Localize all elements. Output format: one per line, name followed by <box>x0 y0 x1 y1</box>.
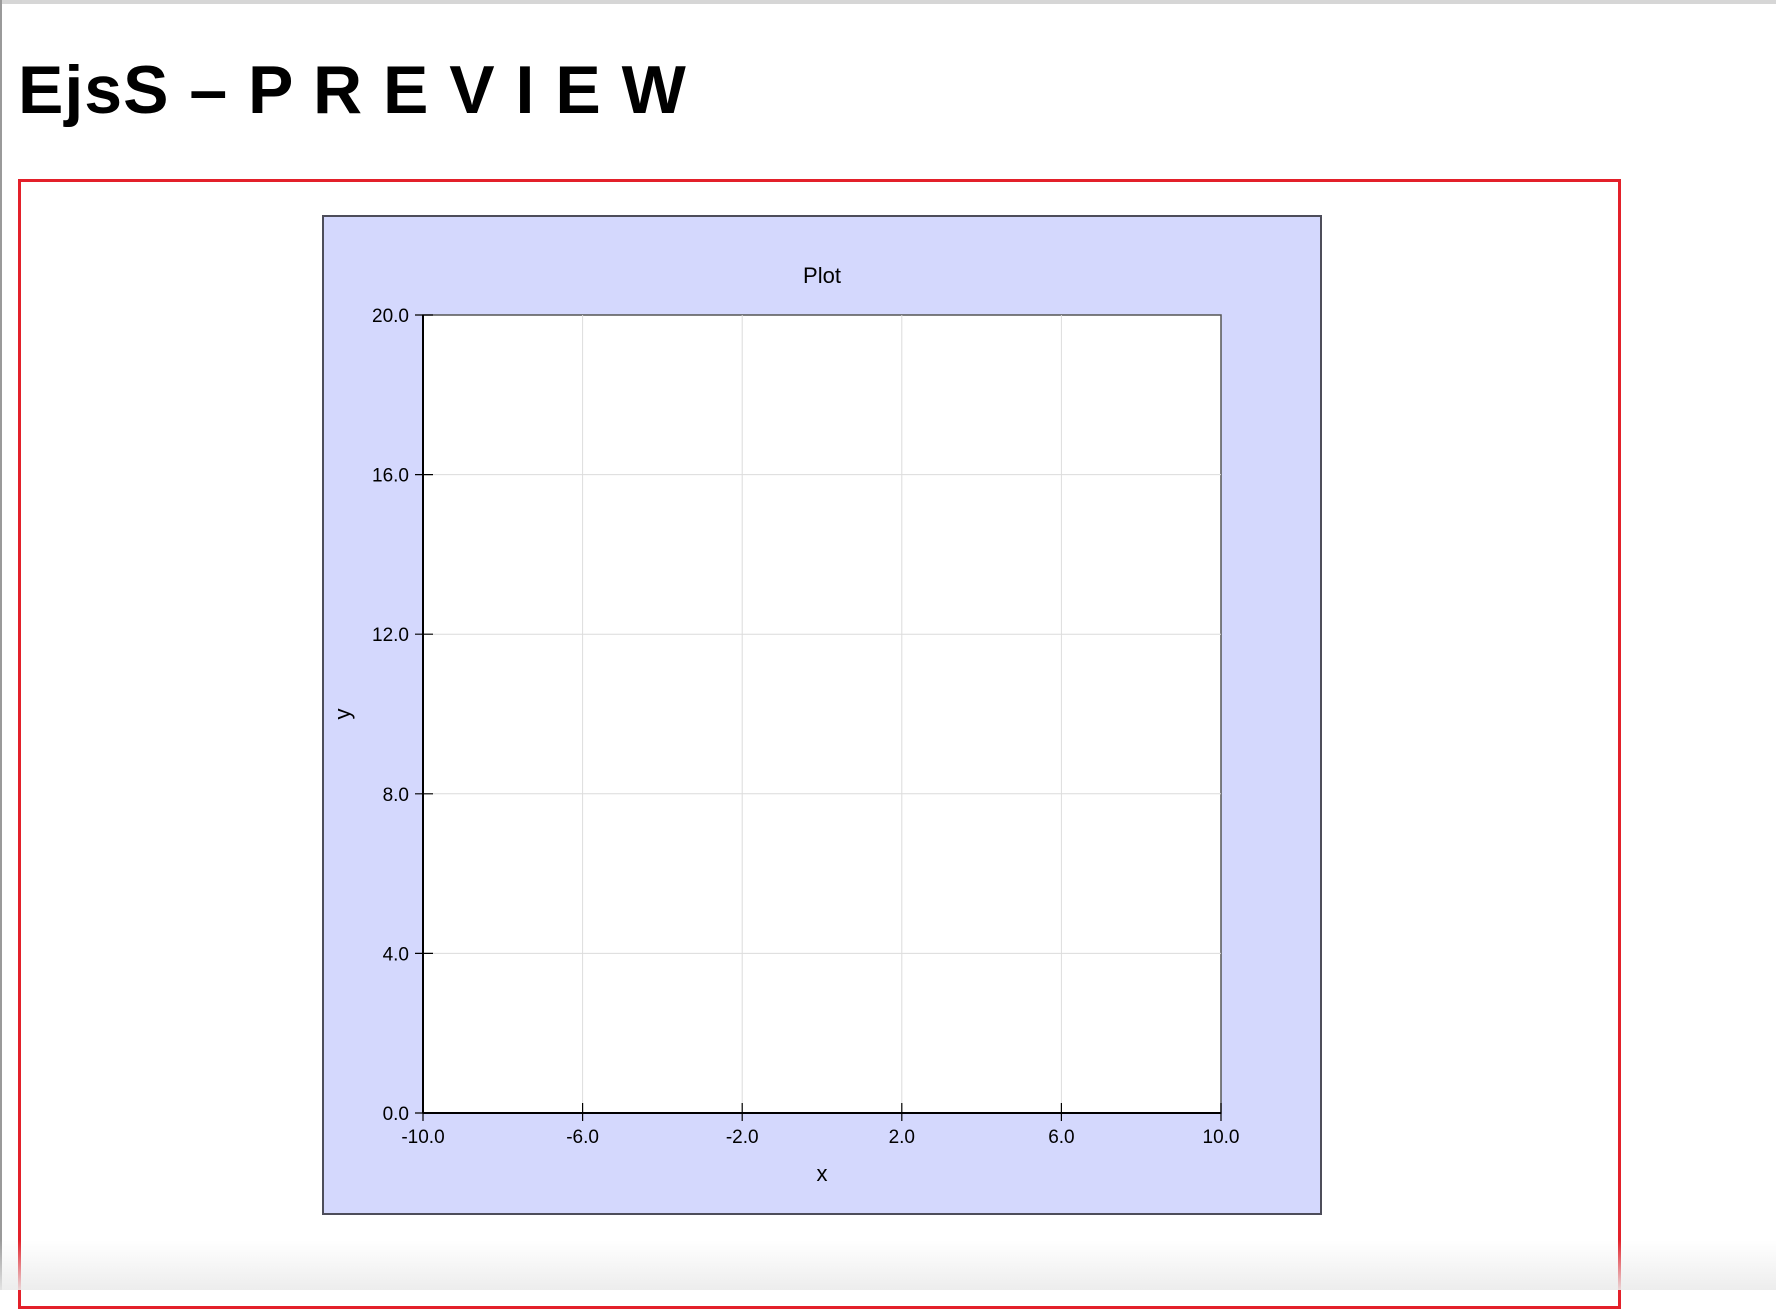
window-top-edge <box>0 0 1776 4</box>
x-tick-label: -10.0 <box>401 1127 444 1148</box>
axes <box>415 314 1222 1121</box>
y-tick-label: 8.0 <box>383 785 409 806</box>
y-tick-label: 12.0 <box>372 625 409 646</box>
y-tick-label: 0.0 <box>383 1104 409 1125</box>
tick-labels: -10.0 -6.0 -2.0 2.0 6.0 10.0 0.0 4.0 8.0 12.0 16.0… <box>372 306 1239 1148</box>
x-axis-label: x <box>817 1161 828 1186</box>
y-axis-label: y <box>330 709 355 720</box>
x-tick-label: -2.0 <box>726 1127 759 1148</box>
x-tick-label: -6.0 <box>566 1127 599 1148</box>
plot-svg[interactable]: -10.0 -6.0 -2.0 2.0 6.0 10.0 0.0 4.0 8.0 12.0 16.0… <box>324 217 1320 1213</box>
chart-title: Plot <box>803 263 841 288</box>
x-tick-label: 6.0 <box>1048 1127 1074 1148</box>
x-tick-label: 2.0 <box>889 1127 915 1148</box>
y-tick-label: 16.0 <box>372 466 409 487</box>
plot-area[interactable] <box>422 314 1222 1114</box>
y-tick-label: 4.0 <box>383 944 409 965</box>
y-tick-label: 20.0 <box>372 306 409 327</box>
window-left-edge <box>0 0 2 1290</box>
page-title: EjsS – P R E V I E W <box>18 52 687 128</box>
x-tick-label: 10.0 <box>1203 1127 1240 1148</box>
plot-panel[interactable]: -10.0 -6.0 -2.0 2.0 6.0 10.0 0.0 4.0 8.0 12.0 16.0… <box>322 215 1322 1215</box>
grid-lines <box>423 315 1221 1113</box>
